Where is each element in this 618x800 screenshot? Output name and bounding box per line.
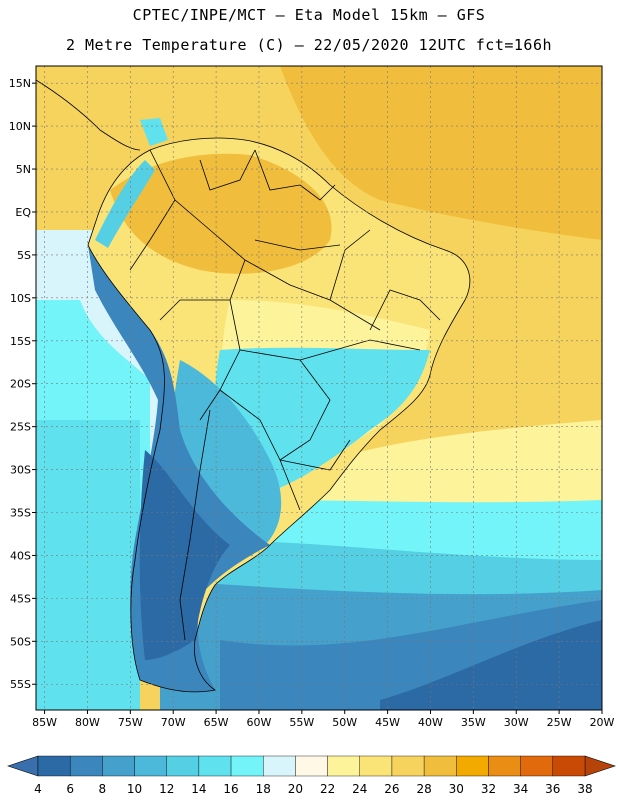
colorbar-swatch	[359, 755, 393, 777]
lon-tick-label: 40W	[418, 716, 443, 729]
region-andes-patagonia	[88, 245, 270, 692]
lon-tick-label: 20W	[590, 716, 615, 729]
graticule	[36, 66, 602, 710]
region-warm-atlantic	[280, 66, 602, 240]
lon-tick-label: 65W	[204, 716, 229, 729]
lat-tick-label: 35S	[10, 507, 31, 520]
lon-tick-label: 75W	[118, 716, 143, 729]
country-borders	[36, 79, 471, 693]
plot-frame	[35, 65, 603, 711]
colorbar-label: 14	[191, 782, 206, 796]
region-amazon-warm	[110, 153, 332, 274]
lon-tick-label: 25W	[547, 716, 572, 729]
colorbar-label: 22	[320, 782, 335, 796]
colorbar-label: 10	[127, 782, 142, 796]
colorbar-label: 34	[513, 782, 528, 796]
colorbar-swatch	[456, 755, 489, 777]
colorbar-high-arrow	[584, 755, 616, 777]
colorbar-swatch	[230, 755, 264, 777]
colorbar-swatch	[166, 755, 200, 777]
colorbar-low-arrow	[7, 755, 39, 777]
colorbar-swatch	[327, 755, 360, 777]
colorbar-swatch	[37, 755, 71, 777]
colorbar-swatch	[198, 755, 232, 777]
colorbar-swatch	[520, 755, 554, 777]
lat-tick-label: 30S	[10, 464, 31, 477]
lat-tick-label: EQ	[15, 206, 31, 219]
lat-tick-label: 15S	[10, 335, 31, 348]
colorbar-swatch	[488, 755, 521, 777]
colorbar-swatch	[102, 755, 135, 777]
lat-tick-label: 40S	[10, 549, 31, 562]
colorbar-label: 20	[288, 782, 303, 796]
colorbar-swatch	[552, 755, 586, 777]
colorbar-label: 28	[416, 782, 431, 796]
lat-tick-label: 5N	[16, 163, 31, 176]
lat-tick-label: 15N	[9, 77, 31, 90]
colorbar-label: 8	[99, 782, 107, 796]
colorbar-label: 26	[384, 782, 399, 796]
landmass-central-america	[36, 80, 140, 160]
temperature-field	[36, 66, 602, 710]
region-andes-tip	[140, 118, 168, 146]
lat-tick-label: 50S	[10, 635, 31, 648]
colorbar-label: 36	[545, 782, 560, 796]
lat-tick-label: 20S	[10, 378, 31, 391]
lat-tick-label: 45S	[10, 592, 31, 605]
colorbar-label: 12	[159, 782, 174, 796]
lon-tick-label: 30W	[504, 716, 529, 729]
axis-ticks: 85W 80W 75W 70W 65W 60W 55W 50W 45W 40W 35W 30W 25W 2…	[9, 77, 615, 729]
lon-tick-label: 80W	[75, 716, 100, 729]
lon-tick-label: 55W	[289, 716, 314, 729]
colorbar-swatch	[391, 755, 425, 777]
colorbar-swatch	[69, 755, 103, 777]
lat-tick-label: 10N	[9, 120, 31, 133]
colorbar-label: 32	[481, 782, 496, 796]
colorbar: 4 6 8 10 12 14 16 18 20 22 24 26 28 30 32 34 36 38	[7, 755, 616, 796]
colorbar-label: 38	[577, 782, 592, 796]
colorbar-label: 16	[223, 782, 238, 796]
region-northern-andes	[95, 160, 155, 248]
lat-tick-label: 10S	[10, 292, 31, 305]
lon-tick-label: 35W	[461, 716, 486, 729]
colorbar-label: 24	[352, 782, 367, 796]
lon-tick-label: 70W	[161, 716, 186, 729]
colorbar-swatch	[134, 755, 167, 777]
colorbar-swatch	[263, 755, 296, 777]
region-deep-south	[380, 620, 602, 710]
region-pacific-cold	[36, 420, 140, 710]
lon-tick-label: 45W	[375, 716, 400, 729]
lon-tick-label: 60W	[247, 716, 272, 729]
lat-tick-label: 5S	[17, 249, 31, 262]
map-title-line2: 2 Metre Temperature (C) – 22/05/2020 12U…	[65, 36, 553, 54]
colorbar-label: 18	[256, 782, 271, 796]
lat-tick-label: 55S	[10, 678, 31, 691]
colorbar-swatch	[295, 755, 328, 777]
colorbar-swatch	[423, 755, 457, 777]
lat-tick-label: 25S	[10, 421, 31, 434]
colorbar-label: 30	[449, 782, 464, 796]
lon-tick-label: 50W	[332, 716, 357, 729]
colorbar-label: 4	[34, 782, 42, 796]
region-patagonia-cold	[139, 450, 230, 660]
lon-tick-label: 85W	[32, 716, 57, 729]
colorbar-label: 6	[66, 782, 74, 796]
map-title-line1: CPTEC/INPE/MCT – Eta Model 15km – GFS	[132, 6, 486, 24]
